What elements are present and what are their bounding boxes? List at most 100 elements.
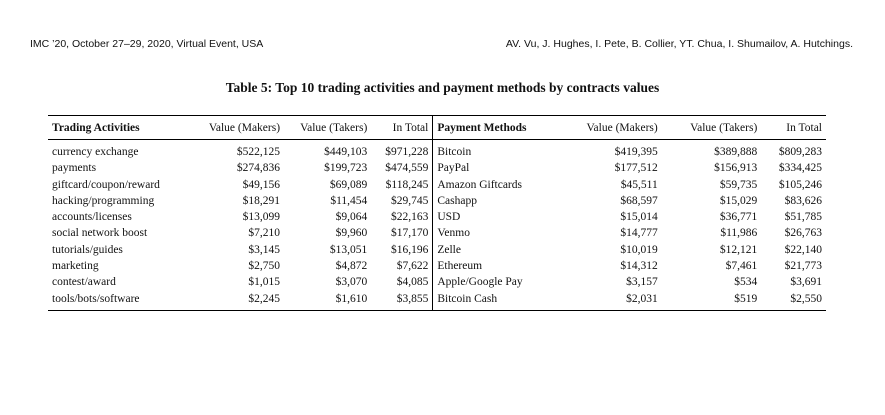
activity-in-total-cell: $971,228: [385, 146, 429, 158]
activity-value-makers-cell: $2,245: [248, 292, 281, 305]
method-value-makers-cell: $14,312: [620, 260, 658, 273]
activity-in-total-cell: $3,855: [396, 292, 429, 305]
activity-value-takers-cell: $11,454: [330, 194, 368, 207]
method-value-takers-cell: $12,121: [719, 243, 758, 256]
trading-activity-cell: tutorials/guides: [52, 243, 123, 256]
activity-value-makers-cell: $3,145: [248, 243, 281, 256]
trading-activity-cell: social network boost: [52, 227, 148, 240]
method-value-makers-cell: $3,157: [626, 276, 658, 289]
payment-method-cell: Ethereum: [432, 258, 562, 275]
payment-method-cell: Apple/Google Pay: [432, 274, 562, 291]
activity-value-makers-cell: $13,099: [242, 211, 281, 224]
payment-method-cell: Cashapp: [432, 192, 562, 210]
table-row: hacking/programming $18,291 $11,454 $29,745…: [48, 192, 826, 210]
col-header-pm-value-makers: Value (Makers): [586, 122, 658, 134]
table-row: giftcard/coupon/reward $49,156 $69,089 $118…: [48, 176, 826, 193]
table-row: contest/award $1,015 $3,070 $4,085 Apple/Goo…: [48, 274, 826, 291]
trading-activity-cell: currency exchange: [52, 146, 139, 158]
payment-method-cell: Amazon Giftcards: [432, 176, 562, 193]
activity-value-makers-cell: $1,015: [248, 276, 281, 289]
method-in-total-cell: $105,246: [778, 178, 822, 191]
activity-value-makers-cell: $49,156: [242, 178, 281, 191]
trading-activity-cell: payments: [52, 162, 97, 175]
method-value-takers-cell: $7,461: [725, 260, 758, 273]
table-row: tutorials/guides $3,145 $13,051 $16,196 Zell…: [48, 241, 826, 259]
col-header-pm-value-takers: Value (Takers): [690, 122, 758, 134]
method-value-makers-cell: $14,777: [620, 227, 658, 240]
method-value-makers-cell: $2,031: [626, 292, 658, 305]
payment-method-cell: Zelle: [432, 241, 562, 259]
payment-method-cell: PayPal: [432, 160, 562, 177]
payment-method-cell: Bitcoin Cash: [432, 290, 562, 311]
method-in-total-cell: $22,140: [784, 243, 822, 256]
table-row: tools/bots/software $2,245 $1,610 $3,855 Bit…: [48, 290, 826, 311]
activity-value-takers-cell: $9,064: [335, 211, 368, 224]
activity-value-takers-cell: $199,723: [324, 162, 368, 175]
activity-in-total-cell: $474,559: [385, 162, 429, 175]
activity-value-takers-cell: $69,089: [329, 178, 368, 191]
payment-method-cell: USD: [432, 209, 562, 226]
method-in-total-cell: $51,785: [784, 211, 822, 224]
activity-value-makers-cell: $522,125: [236, 146, 281, 158]
method-in-total-cell: $809,283: [778, 146, 822, 158]
method-in-total-cell: $26,763: [784, 227, 822, 240]
method-value-makers-cell: $45,511: [620, 178, 658, 191]
activity-value-makers-cell: $274,836: [236, 162, 281, 175]
trading-activity-cell: accounts/licenses: [52, 211, 132, 224]
trading-activity-cell: hacking/programming: [52, 194, 155, 207]
method-value-takers-cell: $59,735: [719, 178, 758, 191]
activity-in-total-cell: $4,085: [396, 276, 429, 289]
activity-value-makers-cell: $18,291: [242, 194, 281, 207]
table-row: payments $274,836 $199,723 $474,559 PayPal $1…: [48, 160, 826, 177]
activity-value-makers-cell: $7,210: [248, 227, 281, 240]
activity-in-total-cell: $17,170: [390, 227, 429, 240]
trading-payment-table: Trading Activities Value (Makers) Value …: [48, 115, 826, 311]
trading-activity-cell: contest/award: [52, 276, 116, 289]
method-in-total-cell: $3,691: [790, 276, 822, 289]
method-value-takers-cell: $534: [734, 276, 758, 289]
activity-in-total-cell: $7,622: [396, 260, 429, 273]
activity-value-takers-cell: $449,103: [324, 146, 368, 158]
col-header-value-makers: Value (Makers): [208, 122, 281, 134]
method-value-makers-cell: $419,395: [614, 146, 658, 158]
table-row: social network boost $7,210 $9,960 $17,170 V…: [48, 225, 826, 242]
activity-value-takers-cell: $1,610: [335, 292, 368, 305]
running-header-authors: AV. Vu, J. Hughes, I. Pete, B. Collier, …: [505, 38, 853, 50]
results-table-container: Trading Activities Value (Makers) Value …: [48, 115, 826, 311]
method-value-makers-cell: $177,512: [614, 162, 658, 175]
col-header-trading-activities: Trading Activities: [52, 122, 140, 134]
activity-value-takers-cell: $4,872: [335, 260, 368, 273]
payment-method-cell: Venmo: [432, 225, 562, 242]
activity-value-takers-cell: $9,960: [335, 227, 368, 240]
method-value-takers-cell: $15,029: [719, 194, 758, 207]
trading-activity-cell: tools/bots/software: [52, 292, 140, 305]
activity-in-total-cell: $29,745: [390, 194, 429, 207]
activity-in-total-cell: $22,163: [390, 211, 429, 224]
method-value-makers-cell: $15,014: [620, 211, 658, 224]
method-value-makers-cell: $10,019: [620, 243, 658, 256]
method-in-total-cell: $21,773: [784, 260, 822, 273]
method-value-takers-cell: $36,771: [719, 211, 758, 224]
col-header-value-takers: Value (Takers): [300, 122, 368, 134]
trading-activity-cell: marketing: [52, 260, 99, 273]
method-value-takers-cell: $389,888: [714, 146, 758, 158]
method-in-total-cell: $2,550: [790, 292, 822, 305]
col-header-payment-methods: Payment Methods: [432, 115, 562, 140]
payment-method-cell: Bitcoin: [432, 139, 562, 161]
col-header-in-total: In Total: [392, 122, 429, 134]
activity-value-takers-cell: $13,051: [329, 243, 368, 256]
activity-value-makers-cell: $2,750: [248, 260, 281, 273]
method-value-makers-cell: $68,597: [620, 194, 658, 207]
table-row: currency exchange $522,125 $449,103 $971,22…: [48, 139, 826, 161]
table-header-row: Trading Activities Value (Makers) Value …: [48, 115, 826, 140]
table-row: marketing $2,750 $4,872 $7,622 Ethereum $14,3…: [48, 258, 826, 275]
method-value-takers-cell: $156,913: [714, 162, 758, 175]
table-row: accounts/licenses $13,099 $9,064 $22,163 USD…: [48, 209, 826, 226]
method-value-takers-cell: $519: [734, 292, 758, 305]
activity-in-total-cell: $16,196: [390, 243, 429, 256]
table-caption: Table 5: Top 10 trading activities and p…: [225, 80, 660, 95]
running-header-venue: IMC ’20, October 27–29, 2020, Virtual Ev…: [30, 38, 264, 50]
trading-activity-cell: giftcard/coupon/reward: [52, 178, 160, 191]
method-value-takers-cell: $11,986: [720, 227, 758, 240]
activity-in-total-cell: $118,245: [385, 178, 429, 191]
